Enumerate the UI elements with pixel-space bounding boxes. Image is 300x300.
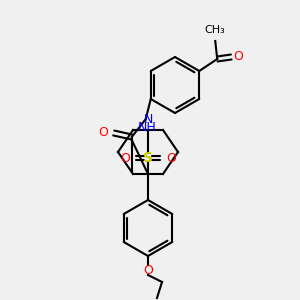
Text: CH₃: CH₃	[205, 25, 226, 35]
Text: O: O	[233, 50, 243, 64]
Text: O: O	[143, 263, 153, 277]
Text: N: N	[143, 113, 153, 126]
Text: S: S	[143, 151, 153, 165]
Text: O: O	[120, 152, 130, 164]
Text: NH: NH	[137, 121, 156, 134]
Text: O: O	[166, 152, 176, 164]
Text: O: O	[98, 127, 108, 140]
